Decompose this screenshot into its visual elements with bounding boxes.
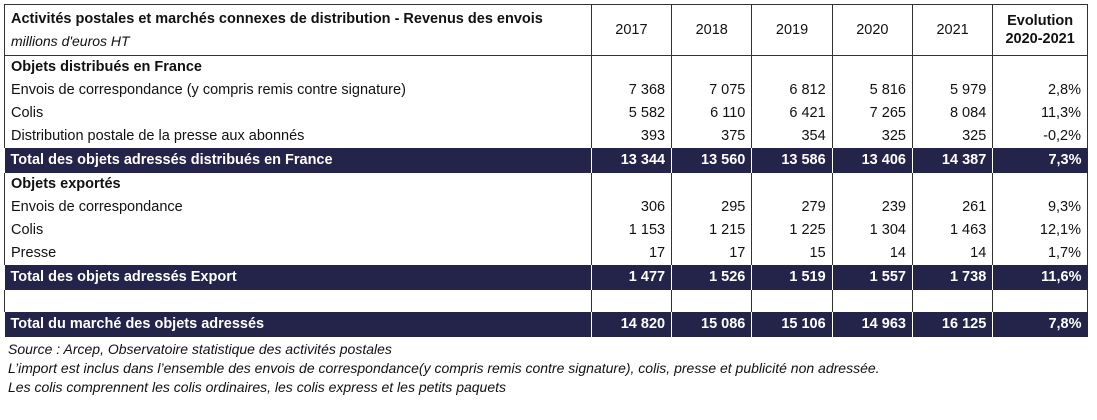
cell-value: 5 979 <box>911 79 993 102</box>
source-note: Source : Arcep, Observatoire statistique… <box>8 341 392 357</box>
row-label: Envois de correspondance (y compris remi… <box>4 79 592 102</box>
row-label: Distribution postale de la presse aux ab… <box>4 125 592 148</box>
cell-value: 375 <box>671 125 752 148</box>
cell-value: 7 265 <box>831 102 913 125</box>
total-value: 1 519 <box>751 265 833 290</box>
total-label-france: Total des objets adressés distribués en … <box>4 148 592 173</box>
evolution-header-line-2: 2020-2021 <box>1005 31 1075 47</box>
total-row-france: Total des objets adressés distribués en … <box>4 148 1088 173</box>
table-row: Colis 5 582 6 110 6 421 7 265 8 084 11,3… <box>4 102 1088 125</box>
cell-value: 8 084 <box>911 102 993 125</box>
cell-value: 393 <box>590 125 672 148</box>
year-header-2018: 2018 <box>671 4 752 56</box>
total-value: 15 106 <box>751 312 833 337</box>
cell-value: 261 <box>911 196 993 219</box>
cell-value: 6 110 <box>671 102 752 125</box>
cell-value: 1 463 <box>911 219 993 242</box>
year-header-2019: 2019 <box>751 4 833 56</box>
total-value: 13 560 <box>671 148 752 173</box>
import-note: L’import est inclus dans l’ensemble des … <box>8 360 880 376</box>
table-header-row: Activités postales et marchés connexes d… <box>4 4 1088 56</box>
cell-value: 1 215 <box>671 219 752 242</box>
cell-value: 306 <box>590 196 672 219</box>
year-header-2017: 2017 <box>590 4 672 56</box>
row-label: Envois de correspondance <box>4 196 592 219</box>
total-label-market: Total du marché des objets adressés <box>4 312 592 337</box>
cell-value: 5 582 <box>590 102 672 125</box>
cell-value: 295 <box>671 196 752 219</box>
cell-value: 7 075 <box>671 79 752 102</box>
cell-value: 279 <box>751 196 833 219</box>
cell-evolution: 1,7% <box>992 242 1088 265</box>
cell-value: 354 <box>751 125 833 148</box>
cell-value: 1 153 <box>590 219 672 242</box>
total-value: 16 125 <box>911 312 993 337</box>
cell-value: 325 <box>831 125 913 148</box>
postal-revenue-table-container: Activités postales et marchés connexes d… <box>4 4 1094 397</box>
cell-value: 17 <box>671 242 752 265</box>
evolution-header-line-1: Evolution <box>1007 13 1074 29</box>
total-evolution: 11,6% <box>992 265 1088 290</box>
cell-evolution: 9,3% <box>992 196 1088 219</box>
cell-evolution: 11,3% <box>992 102 1088 125</box>
table-row: Presse 17 17 15 14 14 1,7% <box>4 242 1088 265</box>
table-row: Envois de correspondance (y compris remi… <box>4 79 1088 102</box>
total-value: 13 586 <box>751 148 833 173</box>
total-value: 15 086 <box>671 312 752 337</box>
table-row: Distribution postale de la presse aux ab… <box>4 125 1088 148</box>
spacer-row <box>4 290 1088 312</box>
cell-value: 5 816 <box>831 79 913 102</box>
cell-value: 239 <box>831 196 913 219</box>
total-value: 13 344 <box>590 148 672 173</box>
cell-value: 14 <box>911 242 993 265</box>
total-evolution: 7,3% <box>992 148 1088 173</box>
table-row: Colis 1 153 1 215 1 225 1 304 1 463 12,1… <box>4 219 1088 242</box>
total-value: 14 387 <box>911 148 993 173</box>
cell-evolution: 2,8% <box>992 79 1088 102</box>
cell-value: 6 421 <box>751 102 833 125</box>
total-value: 14 963 <box>831 312 913 337</box>
year-header-2020: 2020 <box>831 4 913 56</box>
cell-value: 325 <box>911 125 993 148</box>
cell-value: 1 304 <box>831 219 913 242</box>
cell-value: 17 <box>590 242 672 265</box>
section-row-france: Objets distribués en France <box>4 55 1088 79</box>
cell-evolution: 12,1% <box>992 219 1088 242</box>
total-row-export: Total des objets adressés Export 1 477 1… <box>4 265 1088 290</box>
evolution-header: Evolution 2020-2021 <box>992 4 1088 56</box>
total-value: 1 738 <box>911 265 993 290</box>
cell-value: 6 812 <box>751 79 833 102</box>
section-row-export: Objets exportés <box>4 173 1088 196</box>
postal-revenue-table: Activités postales et marchés connexes d… <box>4 4 1088 337</box>
table-title-cell: Activités postales et marchés connexes d… <box>4 4 592 56</box>
row-label: Presse <box>4 242 592 265</box>
total-value: 1 557 <box>831 265 913 290</box>
total-value: 13 406 <box>831 148 913 173</box>
row-label: Colis <box>4 219 592 242</box>
cell-evolution: -0,2% <box>992 125 1088 148</box>
total-label-export: Total des objets adressés Export <box>4 265 592 290</box>
total-row-market: Total du marché des objets adressés 14 8… <box>4 312 1088 337</box>
cell-value: 14 <box>831 242 913 265</box>
total-value: 14 820 <box>590 312 672 337</box>
table-row: Envois de correspondance 306 295 279 239… <box>4 196 1088 219</box>
cell-value: 7 368 <box>590 79 672 102</box>
cell-value: 15 <box>751 242 833 265</box>
table-title: Activités postales et marchés connexes d… <box>11 11 543 27</box>
section-label-france: Objets distribués en France <box>4 55 592 79</box>
section-label-export: Objets exportés <box>4 173 592 196</box>
parcel-note: Les colis comprennent les colis ordinair… <box>8 379 507 395</box>
total-value: 1 477 <box>590 265 672 290</box>
row-label: Colis <box>4 102 592 125</box>
table-unit: millions d'euros HT <box>11 33 130 49</box>
cell-value: 1 225 <box>751 219 833 242</box>
year-header-2021: 2021 <box>911 4 993 56</box>
total-value: 1 526 <box>671 265 752 290</box>
total-evolution: 7,8% <box>992 312 1088 337</box>
table-notes: Source : Arcep, Observatoire statistique… <box>4 340 1094 397</box>
